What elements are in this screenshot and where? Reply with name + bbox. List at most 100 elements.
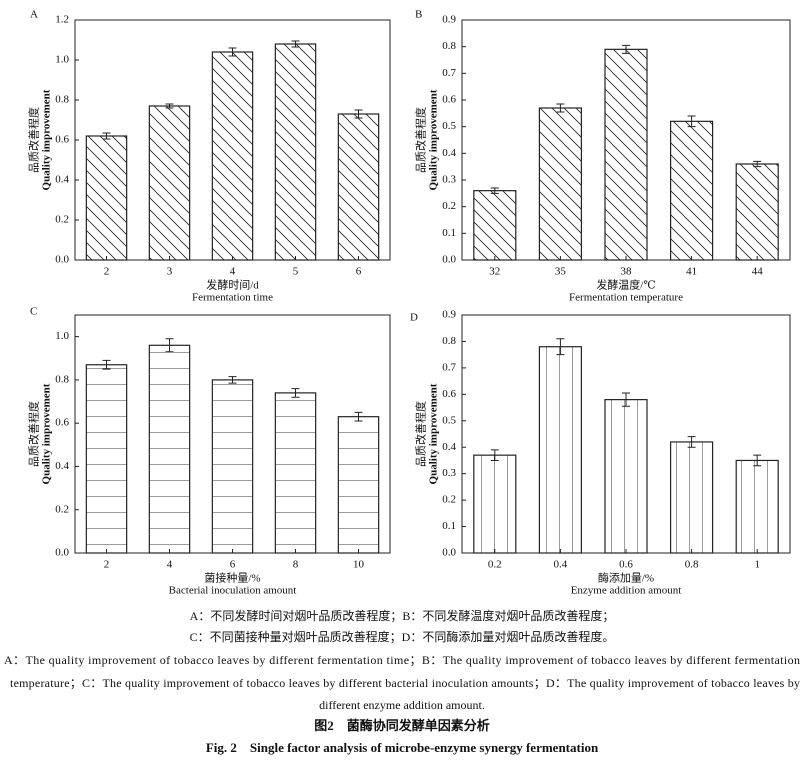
bar	[85, 135, 128, 261]
y-tick-label: 0.3	[442, 467, 456, 479]
y-axis-label-cn: 品质改善程度	[414, 401, 428, 467]
caption-en-line: A：The quality improvement of tobacco lea…	[4, 653, 800, 667]
y-tick-label: 0.0	[442, 254, 456, 266]
x-tick-label: 0.6	[619, 559, 633, 571]
y-tick-label: 0.6	[55, 417, 69, 429]
y-tick-label: 0.2	[442, 200, 456, 212]
x-tick-label: 2	[104, 266, 110, 278]
y-tick-label: 0.5	[442, 414, 456, 426]
y-tick-label: 0.6	[55, 134, 69, 146]
y-tick-label: 0.0	[55, 547, 69, 559]
x-tick-label: 4	[167, 559, 173, 571]
bar	[604, 48, 648, 261]
bar	[670, 120, 714, 261]
y-tick-label: 0.6	[442, 94, 456, 106]
figure-title-en: Fig. 2 Single factor analysis of microbe…	[206, 740, 599, 755]
y-tick-label: 0.1	[442, 227, 456, 239]
x-tick-label: 0.4	[554, 559, 568, 571]
caption-cn-line: A：不同发酵时间对烟叶品质改善程度；B：不同发酵温度对烟叶品质改善程度；	[190, 608, 615, 623]
y-tick-label: 1.0	[55, 330, 69, 342]
error-bar	[556, 103, 565, 113]
x-axis-label-en: Fermentation temperature	[569, 292, 683, 304]
error-bar	[102, 132, 111, 140]
x-tick-label: 3	[167, 266, 173, 278]
y-tick-label: 0.4	[55, 460, 69, 472]
y-tick-label: 0.0	[55, 254, 69, 266]
y-tick-label: 0.4	[442, 147, 456, 159]
x-tick-label: 41	[686, 266, 697, 278]
x-tick-label: 32	[489, 266, 500, 278]
x-axis-label-en: Bacterial inoculation amount	[169, 585, 297, 597]
x-tick-label: 0.8	[685, 559, 699, 571]
x-axis-label-en: Enzyme addition amount	[571, 585, 682, 597]
y-axis-label-en: Quality improvement	[41, 89, 53, 190]
y-tick-label: 0.7	[442, 67, 456, 79]
y-tick-label: 0.7	[442, 361, 456, 373]
caption-en-line: different enzyme addition amount.	[319, 698, 485, 712]
y-tick-label: 0.0	[442, 547, 456, 559]
y-tick-label: 0.8	[55, 373, 69, 385]
bar	[538, 107, 582, 261]
caption-en-line: temperature；C：The quality improvement of…	[10, 676, 800, 690]
bar	[538, 346, 582, 554]
error-bar	[228, 376, 237, 384]
y-axis-label-cn: 品质改善程度	[27, 107, 41, 173]
bar	[337, 113, 380, 261]
y-tick-label: 0.3	[442, 174, 456, 186]
bar	[274, 392, 317, 554]
x-tick-label: 35	[555, 266, 567, 278]
y-tick-label: 0.6	[442, 388, 456, 400]
error-bar	[753, 454, 762, 467]
error-bar	[687, 115, 696, 128]
x-tick-label: 6	[230, 559, 236, 571]
panel-label: D	[410, 312, 418, 324]
panel-label: C	[30, 306, 37, 318]
error-bar	[102, 359, 111, 370]
error-bar	[354, 411, 363, 422]
error-bar	[622, 44, 630, 54]
y-axis-label-en: Quality improvement	[41, 383, 53, 484]
x-axis-label-cn: 菌接种量/%	[204, 571, 260, 585]
bar	[670, 441, 714, 554]
y-tick-label: 0.8	[442, 335, 456, 347]
bar	[473, 454, 517, 554]
error-bar	[291, 40, 300, 48]
caption-cn-line: C：不同菌接种量对烟叶品质改善程度；D：不同酶添加量对烟叶品质改善程度。	[190, 629, 615, 644]
bar	[211, 379, 254, 554]
error-bar	[556, 338, 565, 356]
figure-title-cn: 图2 菌酶协同发酵单因素分析	[314, 718, 490, 733]
bar	[735, 163, 779, 261]
y-tick-label: 0.4	[442, 441, 456, 453]
bar	[604, 399, 648, 554]
error-bar	[165, 103, 174, 109]
error-bar	[228, 47, 237, 57]
error-bar	[622, 392, 630, 407]
x-axis-label-cn: 酶添加量/%	[598, 571, 654, 585]
x-axis-label-cn: 发酵温度/℃	[596, 278, 655, 292]
y-tick-label: 1.2	[55, 14, 69, 26]
x-tick-label: 2	[104, 559, 110, 571]
panel-label: B	[415, 9, 422, 21]
x-axis-label-en: Fermentation time	[192, 292, 273, 304]
x-tick-label: 5	[293, 266, 299, 278]
bar	[274, 43, 317, 261]
y-axis-label-cn: 品质改善程度	[414, 107, 428, 173]
y-tick-label: 0.9	[442, 14, 456, 26]
y-axis-label-en: Quality improvement	[428, 89, 440, 190]
bar	[337, 416, 380, 554]
y-tick-label: 0.5	[442, 120, 456, 132]
bar	[211, 51, 254, 261]
error-bar	[291, 388, 300, 398]
error-bar	[490, 187, 499, 194]
bar	[148, 105, 191, 261]
x-tick-label: 44	[752, 266, 764, 278]
y-axis-label-cn: 品质改善程度	[27, 401, 41, 467]
y-tick-label: 0.2	[55, 214, 69, 226]
bar	[148, 344, 191, 554]
bar	[473, 190, 517, 261]
y-tick-label: 0.4	[55, 174, 69, 186]
bar	[735, 459, 779, 554]
x-tick-label: 4	[230, 266, 236, 278]
error-bar	[165, 338, 174, 353]
